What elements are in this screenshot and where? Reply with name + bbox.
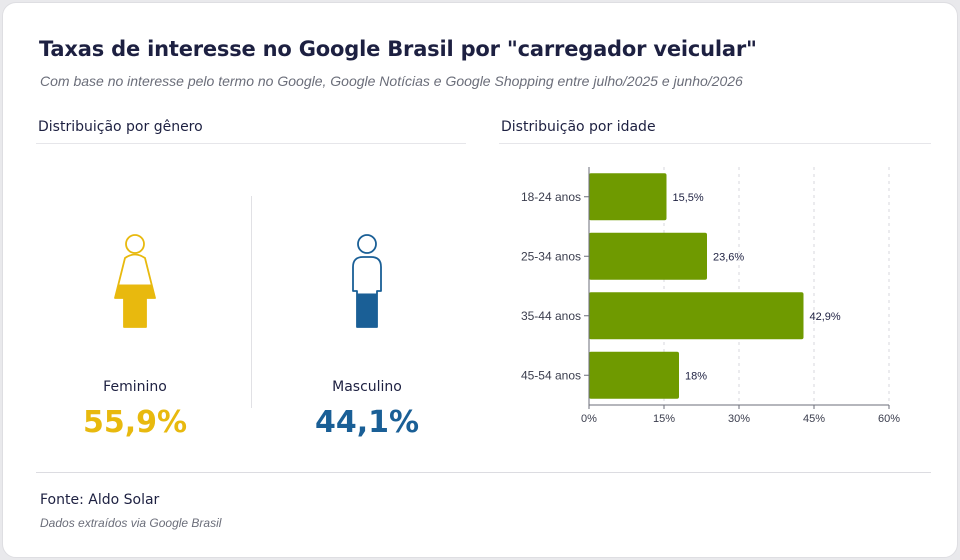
gender-section-title: Distribuição por gênero bbox=[38, 119, 203, 135]
y-tick-label: 45-54 anos bbox=[521, 368, 581, 382]
x-tick-label: 15% bbox=[653, 413, 675, 425]
x-tick-label: 30% bbox=[728, 413, 750, 425]
page-subtitle: Com base no interesse pelo termo no Goog… bbox=[40, 73, 743, 89]
bar bbox=[589, 173, 667, 221]
female-person-icon bbox=[114, 234, 156, 328]
male-value: 44,1% bbox=[314, 405, 420, 440]
age-section-rule bbox=[499, 143, 931, 144]
y-tick-label: 35-44 anos bbox=[521, 309, 581, 323]
page-title: Taxas de interesse no Google Brasil por … bbox=[39, 37, 757, 61]
age-bar-chart: 0% 15% 30% 45% 60% 18-24 anos 15,5% 25-34 anos 2… bbox=[521, 167, 900, 425]
male-person-icon bbox=[352, 234, 382, 328]
data-label: 15,5% bbox=[673, 192, 704, 204]
data-label: 42,9% bbox=[810, 311, 841, 323]
gender-section-rule bbox=[36, 143, 466, 144]
female-label: Feminino bbox=[103, 379, 167, 395]
gender-divider bbox=[251, 196, 252, 408]
bar bbox=[589, 232, 707, 280]
x-tick-label: 45% bbox=[803, 413, 825, 425]
bar bbox=[589, 351, 679, 399]
x-tick-label: 0% bbox=[581, 413, 597, 425]
y-tick-label: 18-24 anos bbox=[521, 190, 581, 204]
y-tick-label: 25-34 anos bbox=[521, 249, 581, 263]
female-value: 55,9% bbox=[82, 405, 188, 440]
bar bbox=[589, 292, 804, 340]
male-label: Masculino bbox=[332, 379, 402, 395]
data-label: 23,6% bbox=[713, 251, 744, 263]
x-tick-label: 60% bbox=[878, 413, 900, 425]
data-label: 18% bbox=[685, 370, 707, 382]
source-text: Fonte: Aldo Solar bbox=[40, 492, 160, 508]
source-note: Dados extraídos via Google Brasil bbox=[40, 516, 222, 530]
age-section-title: Distribuição por idade bbox=[501, 119, 656, 135]
footer-rule bbox=[36, 472, 931, 473]
